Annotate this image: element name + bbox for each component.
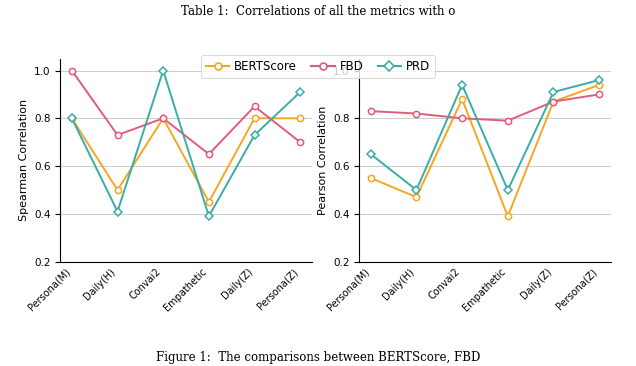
Y-axis label: Spearman Correlation: Spearman Correlation <box>18 99 29 221</box>
Y-axis label: Pearson Correlation: Pearson Correlation <box>317 105 328 215</box>
Legend: BERTScore, FBD, PRD: BERTScore, FBD, PRD <box>201 55 435 78</box>
Text: Figure 1:  The comparisons between BERTScore, FBD: Figure 1: The comparisons between BERTSc… <box>156 351 480 364</box>
Text: Table 1:  Correlations of all the metrics with o: Table 1: Correlations of all the metrics… <box>181 5 455 19</box>
